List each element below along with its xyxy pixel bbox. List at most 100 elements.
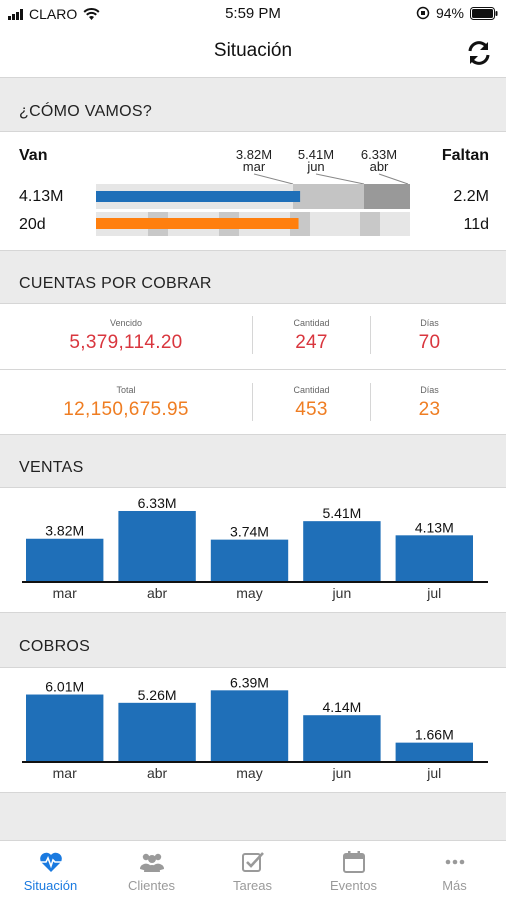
- total-cantidad-cell: Cantidad 453: [253, 371, 370, 435]
- divider: [370, 383, 371, 421]
- vencido-cantidad: 247: [295, 332, 328, 353]
- cobros-bar-jun: [303, 715, 381, 761]
- dias-caption: Días: [420, 385, 439, 395]
- ventas-tick-label-jul: jul: [426, 585, 441, 601]
- heart-pulse-icon: [39, 852, 62, 872]
- tab-clientes[interactable]: Clientes: [101, 841, 202, 900]
- cobros-tick-label-jul: jul: [426, 765, 441, 781]
- marker-mar-month: mar: [242, 159, 266, 174]
- tab-label: Situación: [23, 878, 78, 893]
- cobros-data-label-jul: 1.66M: [415, 727, 454, 743]
- divider: [252, 383, 253, 421]
- days-progress-bar: [96, 218, 299, 229]
- total-dias: 23: [418, 399, 441, 420]
- cobros-tick-label-jun: jun: [332, 765, 352, 781]
- sales-band-mid: [293, 184, 364, 209]
- more-dots-icon: [445, 859, 464, 865]
- tab-tareas[interactable]: Tareas: [202, 841, 303, 900]
- days-week-4: [360, 212, 380, 236]
- cobros-data-label-jun: 4.14M: [322, 699, 361, 715]
- ventas-data-label-jul: 4.13M: [415, 519, 454, 535]
- faltan-label: Faltan: [441, 147, 489, 164]
- days-van-value: 20d: [19, 216, 46, 233]
- vencido-dias: 70: [418, 332, 441, 353]
- section-header-ventas: VENTAS: [0, 435, 506, 487]
- cobros-data-label-abr: 5.26M: [138, 687, 177, 703]
- marker-jun: 5.41M jun: [288, 147, 344, 173]
- cobros-bar-chart: 6.01M mar 5.26M abr 6.39M may 4.14M jun 1.66M jul: [22, 674, 488, 781]
- marker-mar: 3.82M mar: [226, 147, 282, 174]
- section-header-cuentas: CUENTAS POR COBRAR: [0, 251, 506, 303]
- cuentas-row-vencido[interactable]: Vencido 5,379,114.20 Cantidad 247 Días 7…: [0, 304, 506, 368]
- sales-faltan-value: 2.2M: [453, 188, 489, 205]
- vencido-caption: Vencido: [109, 318, 143, 328]
- refresh-icon[interactable]: [464, 38, 494, 68]
- sales-van-value: 4.13M: [19, 188, 64, 205]
- days-faltan-value: 11d: [463, 216, 489, 233]
- signal-icon: [8, 8, 23, 20]
- sales-band-top: [364, 184, 410, 209]
- ventas-tick-label-jun: jun: [332, 585, 352, 601]
- divider: [370, 316, 371, 354]
- tab-mas[interactable]: Más: [404, 841, 505, 900]
- marker-mar-value: 3.82M: [235, 147, 273, 162]
- cantidad-caption: Cantidad: [293, 385, 330, 395]
- vencido-cell: Vencido 5,379,114.20: [0, 304, 252, 368]
- total-cell: Total 12,150,675.95: [0, 371, 252, 435]
- total-caption: Total: [116, 385, 136, 395]
- tab-label: Más: [442, 878, 467, 893]
- orientation-lock-icon: [416, 6, 430, 20]
- ventas-data-label-abr: 6.33M: [138, 495, 177, 511]
- cuentas-card: Vencido 5,379,114.20 Cantidad 247 Días 7…: [0, 303, 506, 435]
- section-header-como-vamos: ¿CÓMO VAMOS?: [0, 79, 506, 131]
- carrier-name: CLARO: [29, 6, 78, 22]
- tab-bar: Situación Clientes Tareas: [0, 840, 506, 900]
- tab-eventos[interactable]: Eventos: [303, 841, 404, 900]
- cobros-bar-abr: [118, 702, 196, 761]
- ventas-card: 3.82M mar 6.33M abr 3.74M may 5.41M jun 4.13M jul: [0, 487, 506, 613]
- vencido-amount: 5,379,114.20: [69, 332, 183, 353]
- total-amount: 12,150,675.95: [63, 399, 189, 420]
- cobros-data-label-may: 6.39M: [230, 674, 269, 690]
- como-vamos-card: Van Faltan 3.82M mar 5.41M jun 6.33M abr: [0, 131, 506, 251]
- marker-abr-value: 6.33M: [360, 147, 398, 162]
- tab-situacion[interactable]: Situación: [0, 841, 101, 900]
- ventas-tick-label-mar: mar: [53, 585, 77, 601]
- cantidad-caption: Cantidad: [293, 318, 330, 328]
- marker-jun-value: 5.41M: [297, 147, 335, 162]
- ventas-tick-label-may: may: [236, 585, 262, 601]
- ventas-bar-may: [210, 539, 289, 581]
- status-right: 94%: [416, 5, 498, 21]
- checkbox-icon: [241, 852, 264, 872]
- van-label: Van: [19, 147, 48, 164]
- nav-header: Situación: [0, 28, 506, 78]
- tab-label: Tareas: [232, 878, 273, 893]
- battery-icon: [470, 6, 498, 20]
- sales-progress-bar: [96, 191, 301, 202]
- ventas-bar-jul: [395, 535, 473, 581]
- ventas-data-label-mar: 3.82M: [45, 523, 84, 539]
- dias-caption: Días: [420, 318, 439, 328]
- status-bar: CLARO 5:59 PM 94%: [0, 0, 506, 28]
- cuentas-row-total[interactable]: Total 12,150,675.95 Cantidad 453 Días 23: [0, 371, 506, 435]
- ventas-data-label-may: 3.74M: [230, 524, 269, 540]
- cobros-bar-may: [210, 690, 289, 761]
- row-separator: [0, 369, 506, 370]
- cobros-bar-jul: [395, 742, 473, 761]
- marker-abr-month: abr: [369, 159, 389, 174]
- ventas-bar-abr: [118, 510, 196, 581]
- tab-label: Clientes: [128, 878, 175, 893]
- cobros-tick-label-abr: abr: [147, 765, 168, 781]
- calendar-icon: [342, 851, 365, 873]
- cobros-tick-label-may: may: [236, 765, 262, 781]
- divider: [252, 316, 253, 354]
- ventas-data-label-jun: 5.41M: [322, 505, 361, 521]
- status-left: CLARO: [8, 6, 100, 22]
- marker-abr: 6.33M abr: [351, 147, 407, 174]
- ventas-tick-label-abr: abr: [147, 585, 168, 601]
- wifi-icon: [83, 7, 100, 20]
- cobros-tick-label-mar: mar: [53, 765, 77, 781]
- marker-line-mar: [253, 173, 294, 185]
- cobros-card: 6.01M mar 5.26M abr 6.39M may 4.14M jun 1.66M jul: [0, 667, 506, 793]
